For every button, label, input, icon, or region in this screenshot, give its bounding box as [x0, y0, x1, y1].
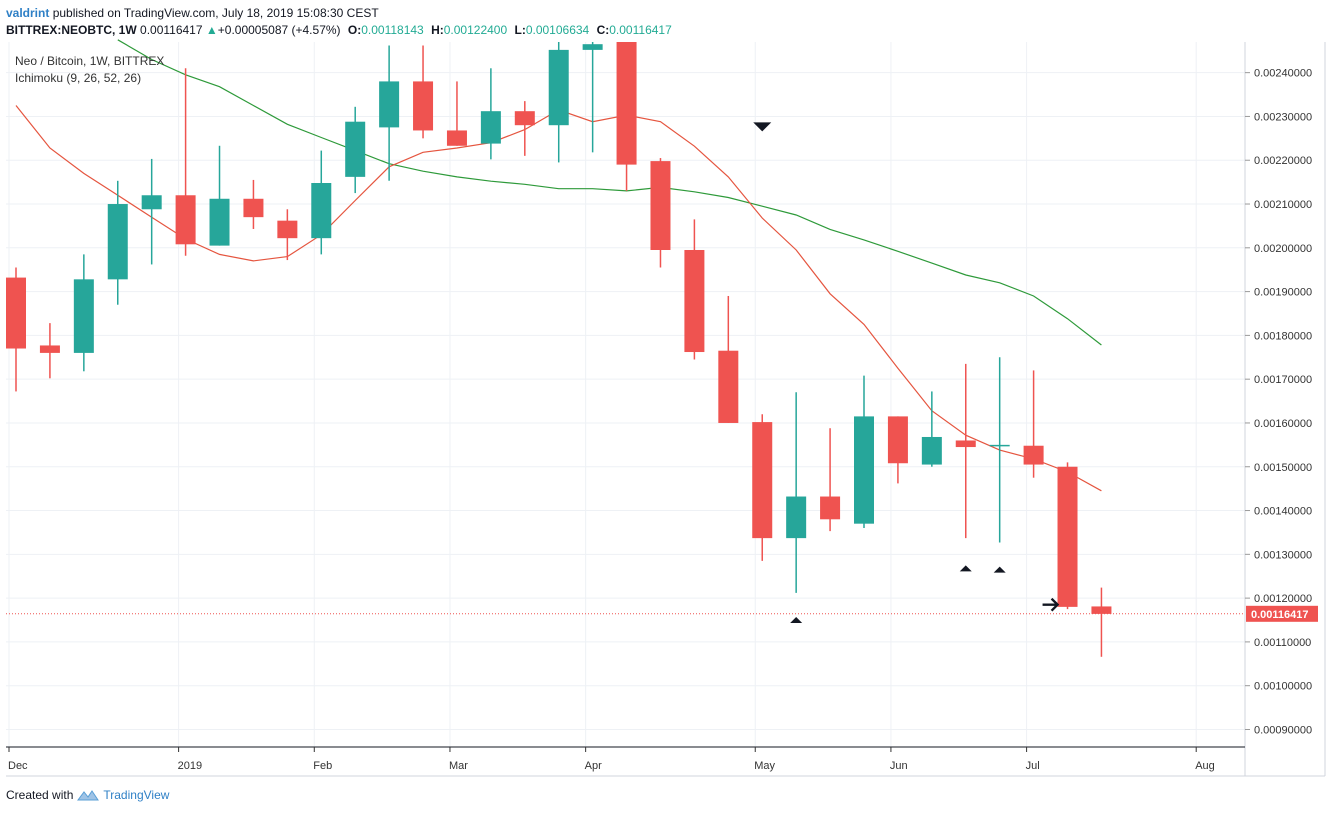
candle-body: [73, 279, 94, 353]
price-tick-label: 0.00200000: [1254, 243, 1312, 255]
candle-body: [175, 195, 196, 245]
time-tick-label: 2019: [178, 760, 202, 772]
publish-text: published on TradingView.com, July 18, 2…: [52, 6, 379, 20]
price-tick-label: 0.00230000: [1254, 111, 1312, 123]
candle-body: [887, 416, 908, 464]
candle-body: [345, 121, 366, 177]
time-tick-label: Dec: [8, 760, 28, 772]
candle-body: [616, 42, 637, 165]
price-change: +0.00005087 (+4.57%): [217, 23, 341, 37]
candle-body: [446, 130, 467, 146]
time-tick-label: Jun: [890, 760, 908, 772]
time-tick-label: Jul: [1026, 760, 1040, 772]
candle-body: [209, 198, 230, 246]
price-tick-label: 0.00130000: [1254, 549, 1312, 561]
time-tick-label: Apr: [585, 760, 602, 772]
price-tick-label: 0.00090000: [1254, 724, 1312, 736]
triangle-up-icon: [790, 617, 803, 624]
price-tick-label: 0.00150000: [1254, 462, 1312, 474]
price-tick-label: 0.00100000: [1254, 681, 1312, 693]
tradingview-logo-icon: [77, 790, 100, 801]
axes: [6, 42, 1326, 777]
current-price-tag: [1246, 605, 1318, 622]
close-label: C:: [596, 23, 610, 37]
candle-body: [1091, 606, 1112, 614]
candle-body: [1023, 445, 1044, 465]
price-tick-label: 0.00160000: [1254, 418, 1312, 430]
current-price-line: 0.00116417: [6, 605, 1318, 622]
triangle-up-icon: [959, 565, 972, 572]
low-label: L:: [514, 23, 526, 37]
time-tick-label: May: [754, 760, 775, 772]
price-tick-label: 0.00190000: [1254, 287, 1312, 299]
last-price: 0.00116417: [140, 23, 203, 37]
candle-body: [786, 496, 807, 539]
time-tick-label: Mar: [449, 760, 468, 772]
author-name[interactable]: valdrint: [6, 6, 50, 20]
price-tick-label: 0.00120000: [1254, 593, 1312, 605]
candle-body: [480, 111, 501, 144]
high-value: 0.00122400: [443, 23, 508, 37]
open-label: O:: [347, 23, 362, 37]
candle-body: [277, 220, 298, 239]
candle-body: [854, 416, 874, 524]
candle-body: [548, 49, 569, 126]
candles: [6, 42, 1112, 657]
change-up-icon: ▲: [205, 23, 218, 37]
footer-brand[interactable]: TradingView: [103, 788, 170, 802]
current-price-tag-label: 0.00116417: [1251, 609, 1309, 621]
symbol-info-bar: BITTREX:NEOBTC, 1W 0.00116417 ▲+0.000050…: [6, 23, 672, 37]
price-tick-label: 0.00220000: [1254, 155, 1312, 167]
candle-body: [955, 440, 976, 448]
price-tick-label: 0.00240000: [1254, 68, 1312, 80]
time-axis-labels: Dec 2019 Feb Mar Apr May Jun Jul Aug: [8, 747, 1215, 772]
candle-body: [650, 161, 671, 250]
candle-body: [514, 111, 535, 126]
candle-body: [684, 249, 705, 353]
candle-body: [820, 496, 841, 520]
candle-body: [989, 444, 1010, 447]
open-value: 0.00118143: [361, 23, 424, 37]
candle-body: [107, 204, 128, 280]
candle-body: [921, 436, 942, 465]
price-tick-label: 0.00170000: [1254, 374, 1312, 386]
time-tick-label: Feb: [313, 760, 332, 772]
chart-legend: Neo / Bitcoin, 1W, BITTREX Ichimoku (9, …: [15, 53, 164, 87]
candle-body: [243, 198, 264, 218]
candle-body: [718, 350, 739, 423]
price-tick-label: 0.00180000: [1254, 330, 1312, 342]
publish-info: valdrint published on TradingView.com, J…: [6, 6, 379, 20]
price-tick-label: 0.00210000: [1254, 199, 1312, 211]
triangle-up-icon: [993, 566, 1006, 573]
legend-title[interactable]: Neo / Bitcoin, 1W, BITTREX: [15, 54, 165, 68]
candle-body: [582, 44, 603, 50]
low-value: 0.00106634: [525, 23, 590, 37]
candle-body: [141, 195, 162, 210]
price-tick-label: 0.00140000: [1254, 506, 1312, 518]
footer: Created with TradingView: [6, 788, 169, 802]
footer-created-with: Created with: [6, 788, 74, 802]
high-label: H:: [431, 23, 444, 37]
candle-body: [1057, 466, 1078, 607]
candle-body: [311, 183, 332, 239]
price-tick-label: 0.00110000: [1254, 637, 1311, 649]
candle-body: [752, 422, 773, 539]
arrow-right-icon: [1042, 597, 1060, 612]
candle-body: [6, 277, 26, 349]
annotation-markers: [753, 122, 1060, 624]
kijun-sen-line: [117, 39, 1102, 346]
close-value: 0.00116417: [609, 23, 672, 37]
time-tick-label: Aug: [1195, 760, 1215, 772]
candle-body: [39, 345, 60, 353]
legend-indicator[interactable]: Ichimoku (9, 26, 52, 26): [15, 71, 142, 85]
symbol-name: BITTREX:NEOBTC, 1W: [6, 23, 137, 37]
price-axis-labels: 0.00090000 0.00100000 0.00110000 0.00120000…: [1245, 68, 1312, 736]
candle-body: [413, 81, 434, 131]
candle-body: [379, 81, 400, 128]
triangle-down-icon: [753, 122, 772, 132]
